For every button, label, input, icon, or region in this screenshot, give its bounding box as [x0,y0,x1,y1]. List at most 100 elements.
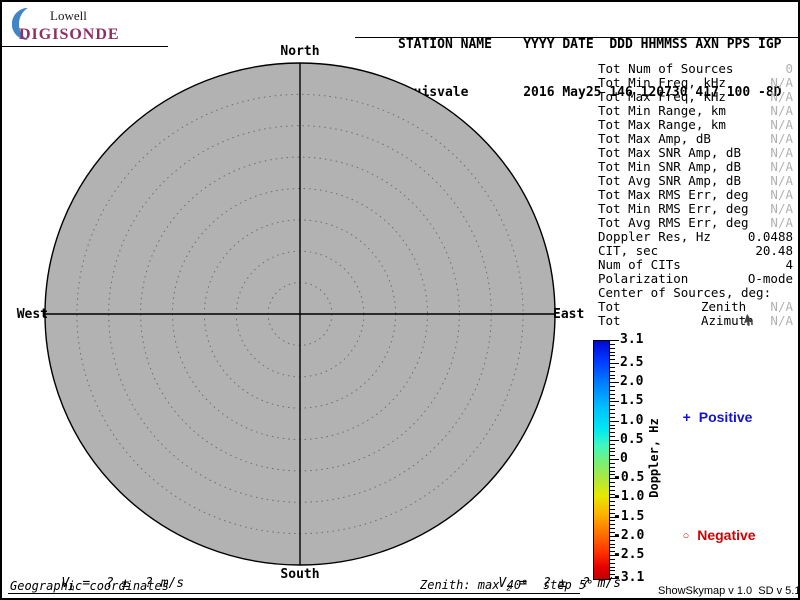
stat-label: CIT, sec [598,243,659,258]
colorbar-minor-tick [610,574,615,576]
colorbar-major-tick [610,578,619,579]
colorbar-minor-tick [610,566,615,568]
stat-label: Polarization [598,271,689,286]
colorbar-minor-tick [610,558,615,560]
legend-negative-label: Negative [697,527,756,543]
logo-text-digisonde: DIGISONDE [19,26,120,43]
colorbar-minor-tick [610,501,615,503]
colorbar-minor-tick [610,343,615,345]
colorbar-tick-label: 0 [620,451,628,466]
stat-row: Tot Min Range, km N/A [598,103,793,118]
doppler-colorbar [593,340,610,580]
colorbar-minor-tick [610,562,615,564]
compass-label-west: West [16,307,48,322]
colorbar-minor-tick [610,462,615,464]
colorbar-minor-tick [610,455,615,457]
logo-divider [2,46,168,47]
colorbar-minor-tick [610,551,615,553]
stat-label: Tot Max Freq, kHz [598,89,726,104]
stat-row: Tot Min SNR Amp, dB N/A [598,159,793,174]
stat-label: Tot [598,313,621,328]
colorbar-major-tick [610,478,619,480]
colorbar-minor-tick [610,389,615,391]
stat-value: N/A [770,145,793,160]
colorbar-minor-tick [610,443,615,445]
colorbar-minor-tick [610,512,615,514]
colorbar-major-tick [610,340,619,341]
station-header-divider [355,37,798,38]
stat-label: Tot Avg SNR Amp, dB [598,173,741,188]
stat-label: Tot Max Range, km [598,117,726,132]
colorbar-minor-tick [610,505,615,507]
colorbar-minor-tick [610,393,615,395]
colorbar-minor-tick [610,409,615,411]
stat-sublabel: Zenith [701,299,747,314]
stat-row: CIT, sec 20.48 [598,243,793,258]
mouse-cursor-icon [743,313,755,330]
stat-value: N/A [770,131,793,146]
colorbar-minor-tick [610,355,615,357]
stat-label: Tot Avg RMS Err, deg [598,215,749,230]
stat-label: Tot Min Freq, kHz [598,75,726,90]
stat-label: Tot Max RMS Err, deg [598,187,749,202]
colorbar-tick-label: 2.0 [620,374,644,390]
colorbar-tick-label: -1.5 [613,508,645,524]
colorbar-minor-tick [610,508,615,510]
stat-value: N/A [770,187,793,202]
colorbar-minor-tick [610,485,615,487]
stat-row: Tot Max Range, km N/A [598,117,793,132]
crescent-shape [12,7,28,41]
stat-label: Tot [598,299,621,314]
colorbar-minor-tick [610,547,615,549]
colorbar-tick-label: -2.5 [613,547,645,562]
stat-value: N/A [770,159,793,174]
compass-label-east: East [553,307,585,322]
skymap-outline [44,62,556,566]
station-header-columns: STATION NAME YYYY DATE DDD HHMMSS AXN PP… [398,37,782,52]
stat-value: N/A [770,117,793,132]
stat-row: Doppler Res, Hz 0.0488 [598,229,793,244]
stat-value: N/A [770,89,793,104]
zenith-range-label: Zenith: max 40° step 5° [420,578,594,592]
colorbar-tick-label: -1.0 [613,489,645,505]
colorbar-minor-tick [610,386,615,388]
station-header-values: Louisvale 2016 May25 146 120730 417 100 … [398,85,782,100]
footer-divider [8,593,580,594]
stats-panel: Tot Num of Sources 0 Tot Min Freq, kHz N/A T… [598,61,793,330]
stat-value: 0.0488 [747,229,793,244]
legend-positive: + Positive [667,393,753,441]
colorbar-minor-tick [610,424,615,426]
stat-row: Tot Max SNR Amp, dB N/A [598,145,793,160]
stat-label: Tot Min Range, km [598,103,726,118]
stat-row: Num of CITs 4 [598,257,793,272]
colorbar-minor-tick [610,539,615,541]
vh-symbol: V [61,576,70,591]
colorbar-minor-tick [610,432,615,434]
crescent-moon-icon [12,7,28,41]
stat-row: Tot Avg RMS Err, deg N/A [598,215,793,230]
stat-label: Center of Sources, deg: [598,285,772,300]
stat-value: N/A [770,173,793,188]
colorbar-minor-tick [610,359,615,361]
colorbar-minor-tick [610,347,615,349]
colorbar-minor-tick [610,436,615,437]
stat-value: O-mode [747,271,793,286]
stat-row: Tot Num of Sources 0 [598,61,793,76]
legend-negative: ○ Negative [667,511,756,559]
colorbar-tick-label: 1.0 [620,412,644,428]
colorbar-major-tick [610,420,619,422]
vz-symbol: V [498,576,507,591]
colorbar-minor-tick [610,531,615,533]
stat-label: Tot Max SNR Amp, dB [598,145,741,160]
horizontal-velocity-readout: Vh = ? ± ? m/s [30,561,184,600]
colorbar-minor-tick [610,470,615,472]
colorbar-minor-tick [610,543,615,545]
colorbar-major-tick [610,401,619,403]
stat-value: N/A [770,299,793,314]
stat-row: Tot Min RMS Err, deg N/A [598,201,793,216]
plus-icon: + [682,409,691,425]
colorbar-major-tick [610,497,619,499]
stat-row: Tot Max Freq, kHz N/A [598,89,793,104]
compass-label-south: South [280,567,320,582]
